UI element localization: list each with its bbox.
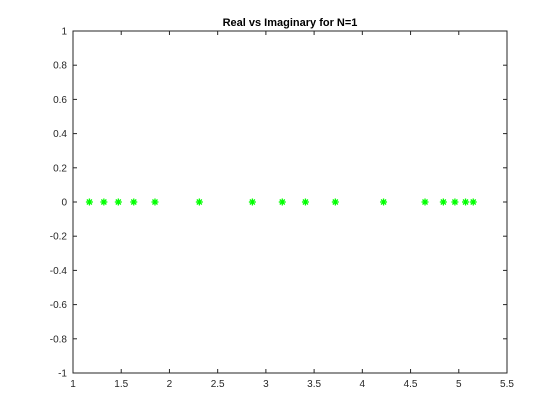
y-tick-label: 0.4 <box>53 129 67 140</box>
data-points <box>85 198 477 206</box>
data-point <box>278 198 286 206</box>
x-tick-label: 1.5 <box>114 379 128 390</box>
y-tick-label: -0.2 <box>50 232 68 243</box>
x-tick-label: 2.5 <box>211 379 225 390</box>
data-point <box>469 198 477 206</box>
y-tick-label: 0.2 <box>53 163 67 174</box>
y-tick-label: -0.4 <box>50 266 68 277</box>
y-tick-label: 0.8 <box>53 61 67 72</box>
y-tick-label: 1 <box>61 27 67 38</box>
y-tick-label: -0.6 <box>50 300 68 311</box>
x-tick-label: 1 <box>70 379 76 390</box>
x-tick-label: 4 <box>360 379 366 390</box>
x-tick-label: 5.5 <box>500 379 514 390</box>
x-axis-ticks: 1 1.5 2 2.5 3 3.5 4 4.5 5 5.5 <box>70 31 514 390</box>
x-tick-label: 4.5 <box>404 379 418 390</box>
x-tick-label: 5 <box>456 379 462 390</box>
y-tick-label: 0 <box>61 198 67 209</box>
data-point <box>421 198 429 206</box>
chart-title: Real vs Imaginary for N=1 <box>223 17 358 29</box>
data-point <box>451 198 459 206</box>
data-point <box>100 198 108 206</box>
data-point <box>195 198 203 206</box>
y-tick-label: -0.8 <box>50 334 68 345</box>
data-point <box>130 198 138 206</box>
data-point <box>380 198 388 206</box>
data-point <box>114 198 122 206</box>
y-tick-label: 0.6 <box>53 95 67 106</box>
y-tick-label: -1 <box>58 369 67 380</box>
x-tick-label: 2 <box>167 379 173 390</box>
x-tick-label: 3.5 <box>307 379 321 390</box>
data-point <box>85 198 93 206</box>
data-point <box>301 198 309 206</box>
data-point <box>248 198 256 206</box>
data-point <box>462 198 470 206</box>
data-point <box>439 198 447 206</box>
y-axis-ticks: -1 -0.8 -0.6 -0.4 -0.2 0 0.2 0.4 0.6 0.8 1 <box>50 27 507 380</box>
data-point <box>151 198 159 206</box>
data-point <box>331 198 339 206</box>
x-tick-label: 3 <box>263 379 269 390</box>
